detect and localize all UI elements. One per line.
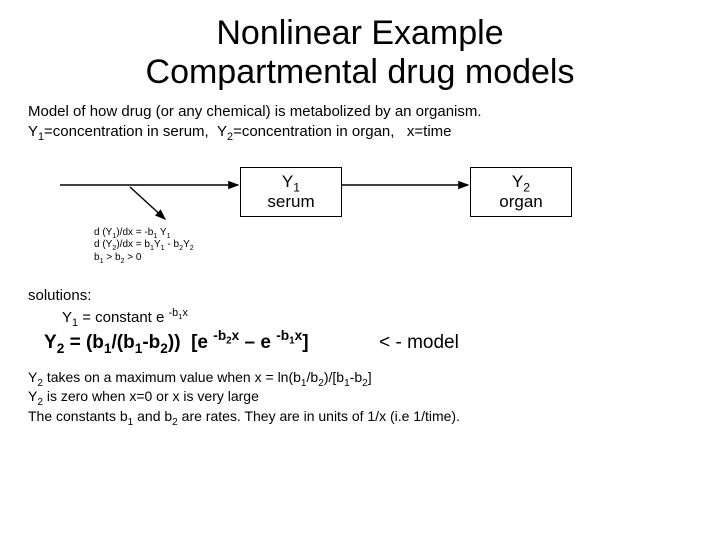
title-line-2: Compartmental drug models <box>146 53 575 91</box>
ode-2: d (Y2)/dx = b1Y1 - b2Y2 <box>94 239 194 252</box>
notes-block: Y2 takes on a maximum value when x = ln(… <box>28 368 692 427</box>
compartment-diagram: Y1 serum Y2 organ d (Y1)/dx = -b1 Y1 d (… <box>0 149 720 279</box>
title-line-1: Nonlinear Example <box>216 14 503 52</box>
ode-equations: d (Y1)/dx = -b1 Y1 d (Y2)/dx = b1Y1 - b2… <box>94 227 194 265</box>
box1-label: serum <box>241 192 341 212</box>
box2-var: Y2 <box>471 172 571 192</box>
intro-text: Model of how drug (or any chemical) is m… <box>28 102 692 143</box>
compartment-organ-box: Y2 organ <box>470 167 572 218</box>
note-3: The constants b1 and b2 are rates. They … <box>28 407 692 427</box>
slide: Nonlinear Example Compartmental drug mod… <box>0 0 720 540</box>
note-2: Y2 is zero when x=0 or x is very large <box>28 387 692 407</box>
box2-label: organ <box>471 192 571 212</box>
ode-3: b1 > b2 > 0 <box>94 252 194 265</box>
compartment-serum-box: Y1 serum <box>240 167 342 218</box>
model-equation-line: Y2 = (b1/(b1-b2)) [e -b2x – e -b1x] < - … <box>44 332 692 354</box>
intro-line-2: Y1=concentration in serum, Y2=concentrat… <box>28 122 692 142</box>
intro-line-1: Model of how drug (or any chemical) is m… <box>28 102 692 122</box>
slide-title: Nonlinear Example Compartmental drug mod… <box>0 0 720 92</box>
solutions-header: solutions: <box>28 285 692 308</box>
model-pointer-label: < - model <box>379 332 459 353</box>
solutions-block: solutions: Y1 = constant e -b1x <box>28 285 692 330</box>
model-equation: Y2 = (b1/(b1-b2)) [e -b2x – e -b1x] <box>44 332 309 353</box>
solution-y1: Y1 = constant e -b1x <box>62 307 692 330</box>
note-1: Y2 takes on a maximum value when x = ln(… <box>28 368 692 388</box>
box1-var: Y1 <box>241 172 341 192</box>
ode-1: d (Y1)/dx = -b1 Y1 <box>94 227 194 240</box>
